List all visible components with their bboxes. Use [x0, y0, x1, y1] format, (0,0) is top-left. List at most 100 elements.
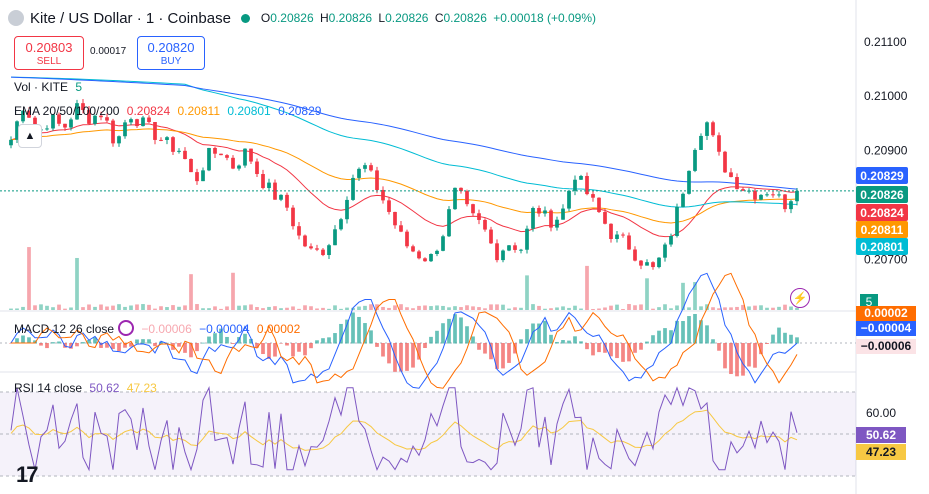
- macd-histogram-bar: [399, 343, 403, 372]
- macd-histogram-bar: [735, 343, 739, 377]
- candle-body: [447, 209, 451, 237]
- tradingview-logo-icon[interactable]: 17: [16, 462, 39, 487]
- macd-histogram-bar: [501, 343, 505, 369]
- volume-bar: [303, 305, 307, 310]
- macd-histogram-bar: [195, 343, 199, 352]
- macd-line: [10, 272, 798, 389]
- candle-body: [669, 235, 673, 245]
- macd-histogram-bar: [135, 339, 139, 344]
- candle-body: [357, 168, 361, 178]
- candle-body: [615, 234, 619, 239]
- price-tag-label: 0.20824: [860, 206, 904, 220]
- macd-histogram-bar: [387, 343, 391, 364]
- volume-bar: [171, 305, 175, 310]
- change-value: +0.00018 (+0.09%): [493, 11, 596, 25]
- candle-body: [405, 231, 409, 247]
- volume-bar: [207, 308, 211, 310]
- macd-histogram-bar: [585, 343, 589, 350]
- macd-histogram-bar: [525, 329, 529, 344]
- price-tick-label: 0.20700: [864, 252, 908, 266]
- candle-body: [699, 135, 703, 150]
- macd-histogram-bar: [615, 343, 619, 359]
- ema-legend[interactable]: EMA 20/50/100/200 0.20824 0.20811 0.2080…: [14, 104, 322, 118]
- candle-body: [363, 165, 367, 169]
- candle-body: [441, 236, 445, 251]
- volume-bar: [651, 308, 655, 310]
- buy-label: BUY: [160, 55, 182, 67]
- candle-body: [543, 210, 547, 214]
- macd-histogram-bar: [177, 343, 181, 347]
- macd-histogram-bar: [759, 343, 763, 355]
- volume-bar: [201, 308, 205, 310]
- macd-legend[interactable]: MACD 12 26 close −0.00006 −0.00004 0.000…: [14, 320, 301, 336]
- price-tag-label: 0.20829: [860, 169, 904, 183]
- indicator-settings-icon[interactable]: [118, 320, 135, 336]
- macd-histogram-bar: [741, 343, 745, 376]
- macd-histogram-bar: [507, 343, 511, 363]
- candle-body: [501, 250, 505, 261]
- macd-histogram-bar: [33, 340, 37, 344]
- candle-body: [597, 197, 601, 213]
- rsi-tick-label: 60.00: [866, 406, 896, 420]
- macd-histogram-bar: [537, 323, 541, 344]
- macd-histogram-bar: [327, 337, 331, 344]
- volume-bar: [453, 306, 457, 310]
- candle-body: [153, 122, 157, 140]
- macd-histogram-bar: [603, 343, 607, 353]
- volume-bar: [531, 304, 535, 310]
- candle-body: [411, 246, 415, 252]
- volume-bar: [213, 306, 217, 310]
- lightning-icon[interactable]: ⚡: [790, 288, 810, 308]
- macd-histogram-bar: [669, 330, 673, 344]
- macd-histogram-bar: [171, 343, 175, 350]
- candle-body: [351, 177, 355, 200]
- market-open-icon: [240, 13, 250, 23]
- rsi-ma-tag-label: 47.23: [866, 445, 896, 459]
- candle-body: [45, 128, 49, 130]
- macd-histogram-bar: [549, 334, 553, 344]
- volume-bar: [135, 304, 139, 310]
- candle-body: [63, 123, 67, 128]
- macd-histogram-bar: [261, 343, 265, 355]
- macd-histogram-bar: [531, 323, 535, 344]
- volume-bar: [273, 306, 277, 310]
- macd-histogram-bar: [441, 323, 445, 344]
- candle-body: [399, 225, 403, 232]
- macd-histogram-bar: [789, 334, 793, 344]
- volume-bar: [747, 306, 751, 310]
- collapse-legend-chevron-icon[interactable]: ▲: [18, 124, 42, 148]
- volume-bar: [327, 308, 331, 310]
- macd-histogram-bar: [417, 343, 421, 360]
- macd-histogram-bar: [675, 320, 679, 344]
- volume-bar: [159, 306, 163, 310]
- volume-legend[interactable]: Vol · KITE 5: [14, 80, 83, 94]
- volume-bar: [9, 308, 13, 310]
- buy-button[interactable]: 0.20820 BUY: [137, 36, 205, 70]
- volume-bar: [735, 306, 739, 310]
- candle-body: [771, 194, 775, 196]
- macd-histogram-bar: [57, 341, 61, 344]
- volume-tag-label: 5: [866, 295, 873, 309]
- macd-histogram-bar: [249, 338, 253, 344]
- volume-bar: [657, 307, 661, 310]
- volume-bar: [675, 305, 679, 310]
- symbol-title[interactable]: Kite / US Dollar · 1 · Coinbase: [30, 9, 231, 27]
- candle-body: [567, 190, 571, 209]
- macd-histogram-bar: [285, 343, 289, 346]
- candle-body: [651, 262, 655, 268]
- candle-body: [273, 182, 277, 200]
- candle-body: [657, 257, 661, 268]
- candle-body: [693, 149, 697, 171]
- price-tag: [856, 221, 908, 238]
- candle-body: [243, 148, 247, 166]
- macd-histogram-bar: [333, 333, 337, 344]
- rsi-legend[interactable]: RSI 14 close 50.62 47.23: [14, 381, 157, 395]
- volume-bar: [699, 306, 703, 310]
- candle-body: [753, 190, 757, 200]
- volume-bar: [507, 308, 511, 310]
- macd-histogram-bar: [495, 343, 499, 369]
- volume-bar: [723, 307, 727, 310]
- sell-button[interactable]: 0.20803 SELL: [14, 36, 84, 70]
- candle-body: [129, 119, 133, 123]
